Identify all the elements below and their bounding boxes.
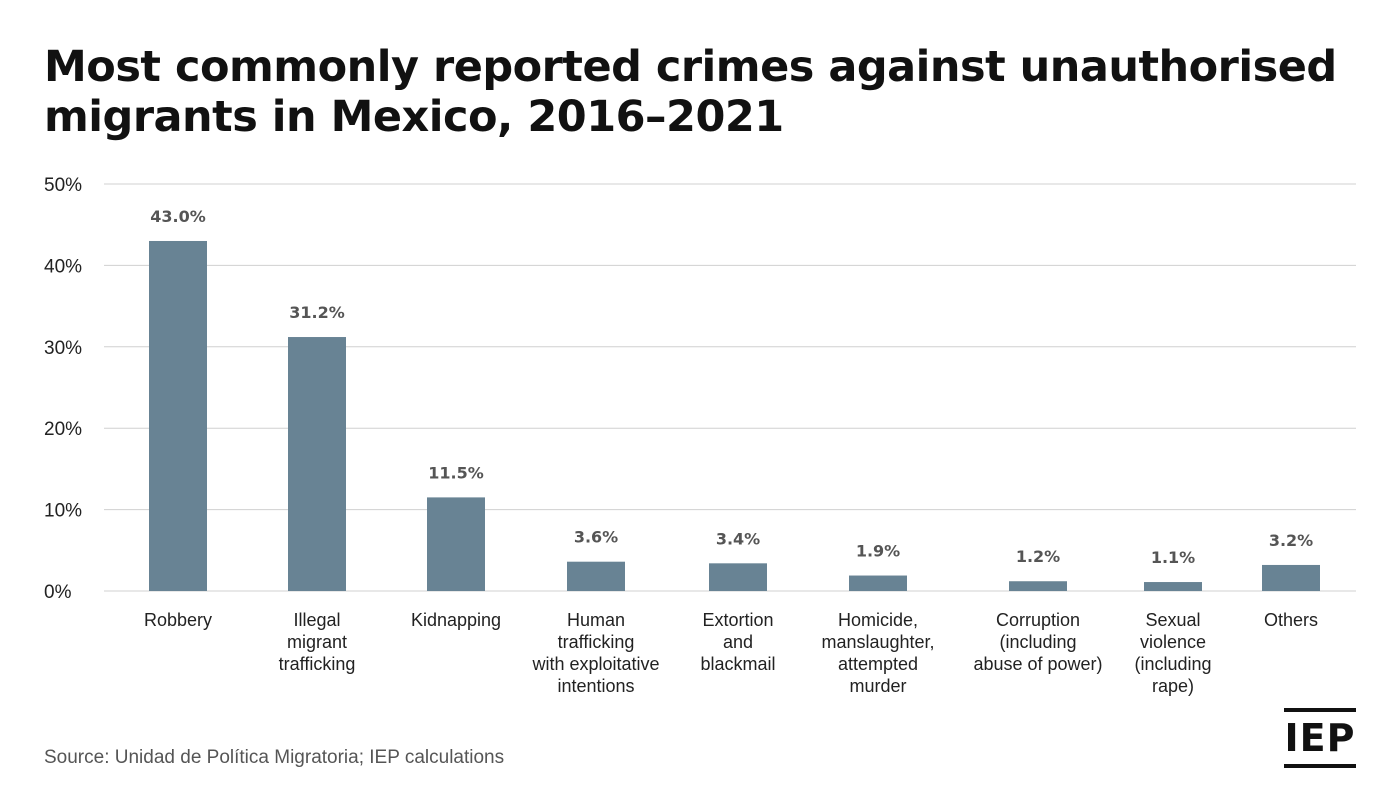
category-label-line: murder [849,676,906,696]
category-label: Kidnapping [411,610,501,630]
bar [567,561,625,591]
category-label-line: (including [1134,654,1211,674]
category-label-line: Extortion [702,610,773,630]
category-label-line: Kidnapping [411,610,501,630]
value-label: 11.5% [428,463,484,482]
value-label: 3.4% [716,529,760,548]
bar [149,240,207,592]
value-label: 1.2% [1016,547,1060,566]
y-tick-label: 0% [44,582,72,603]
category-label: Robbery [144,610,212,630]
category-label-line: with exploitative [531,654,659,674]
category-label-line: Corruption [996,610,1080,630]
bar [427,497,485,591]
category-label-line: and [723,632,753,652]
logo-text: IEP [1284,716,1356,760]
y-tick-label: 30% [44,338,82,359]
category-label-line: blackmail [700,654,775,674]
category-label-line: migrant [287,632,347,652]
value-label: 3.6% [574,528,618,547]
bar [849,575,907,591]
category-label: Human trafficking with exploitative intenti… [531,610,659,696]
category-label-line: Robbery [144,610,212,630]
value-label: 31.2% [289,303,345,322]
source-note: Source: Unidad de Política Migratoria; I… [44,747,505,768]
category-label-line: violence [1140,632,1206,652]
category-label-line: intentions [557,676,634,696]
category-label: Corruption (including abuse of power) [973,610,1102,674]
logo-top-bar [1284,708,1356,712]
bars [149,240,1320,592]
value-label: 3.2% [1269,531,1313,550]
category-label-line: attempted [838,654,918,674]
chart-title-line-1: Most commonly reported crimes against un… [44,42,1337,92]
y-tick-label: 40% [44,256,82,277]
chart-title-line-2: migrants in Mexico, 2016–2021 [44,92,784,142]
category-label: Illegal migrant trafficking [279,610,356,674]
category-label-line: Illegal [293,610,340,630]
category-label-line: Homicide, [838,610,918,630]
category-label-line: Sexual [1145,610,1200,630]
bar [288,337,346,591]
bar [1262,564,1320,591]
bar [1009,581,1067,591]
category-label-line: abuse of power) [973,654,1102,674]
y-tick-label: 10% [44,501,82,522]
chart-title: Most commonly reported crimes against un… [44,42,1364,142]
category-label-line: Human [567,610,625,630]
category-label: Homicide, manslaughter, attempted murder [821,610,934,696]
logo-bottom-bar [1284,764,1356,768]
value-label: 1.1% [1151,548,1195,567]
iep-logo: IEP [1284,708,1356,768]
category-label: Others [1264,610,1318,630]
y-tick-label: 20% [44,419,82,440]
value-labels: 43.0% 31.2% 11.5% 3.6% 3.4% 1.9% 1.2% 1.1% 3.2% [150,207,1313,567]
y-axis-tick-labels: 0% 10% 20% 30% 40% 50% [44,175,82,603]
x-axis-category-labels: Robbery Illegal migrant traffickingKidnappi… [144,610,1318,696]
category-label-line: Others [1264,610,1318,630]
category-label-line: trafficking [558,632,635,652]
y-tick-label: 50% [44,175,82,196]
category-label: Sexual violence (including rape) [1134,610,1211,696]
category-label-line: trafficking [279,654,356,674]
value-label: 1.9% [856,542,900,561]
category-label-line: manslaughter, [821,632,934,652]
category-label: Extortion and blackmail [700,610,775,674]
category-label-line: rape) [1152,676,1194,696]
bar [709,563,767,591]
bar [1144,582,1202,591]
category-label-line: (including [999,632,1076,652]
value-label: 43.0% [150,207,206,226]
